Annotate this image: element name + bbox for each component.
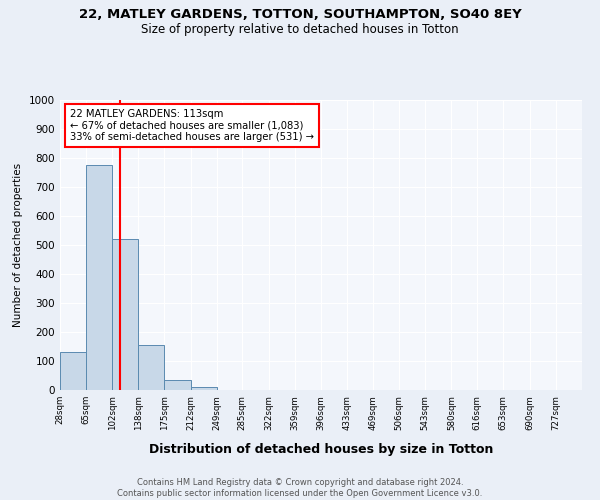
- Y-axis label: Number of detached properties: Number of detached properties: [13, 163, 23, 327]
- Bar: [164, 380, 191, 390]
- Text: Size of property relative to detached houses in Totton: Size of property relative to detached ho…: [141, 22, 459, 36]
- Text: 22, MATLEY GARDENS, TOTTON, SOUTHAMPTON, SO40 8EY: 22, MATLEY GARDENS, TOTTON, SOUTHAMPTON,…: [79, 8, 521, 20]
- Bar: [86, 166, 112, 390]
- Bar: [191, 387, 217, 390]
- Text: Contains HM Land Registry data © Crown copyright and database right 2024.
Contai: Contains HM Land Registry data © Crown c…: [118, 478, 482, 498]
- Text: Distribution of detached houses by size in Totton: Distribution of detached houses by size …: [149, 442, 493, 456]
- Bar: [60, 352, 86, 390]
- Bar: [138, 345, 164, 390]
- Bar: [112, 239, 138, 390]
- Text: 22 MATLEY GARDENS: 113sqm
← 67% of detached houses are smaller (1,083)
33% of se: 22 MATLEY GARDENS: 113sqm ← 67% of detac…: [70, 108, 314, 142]
